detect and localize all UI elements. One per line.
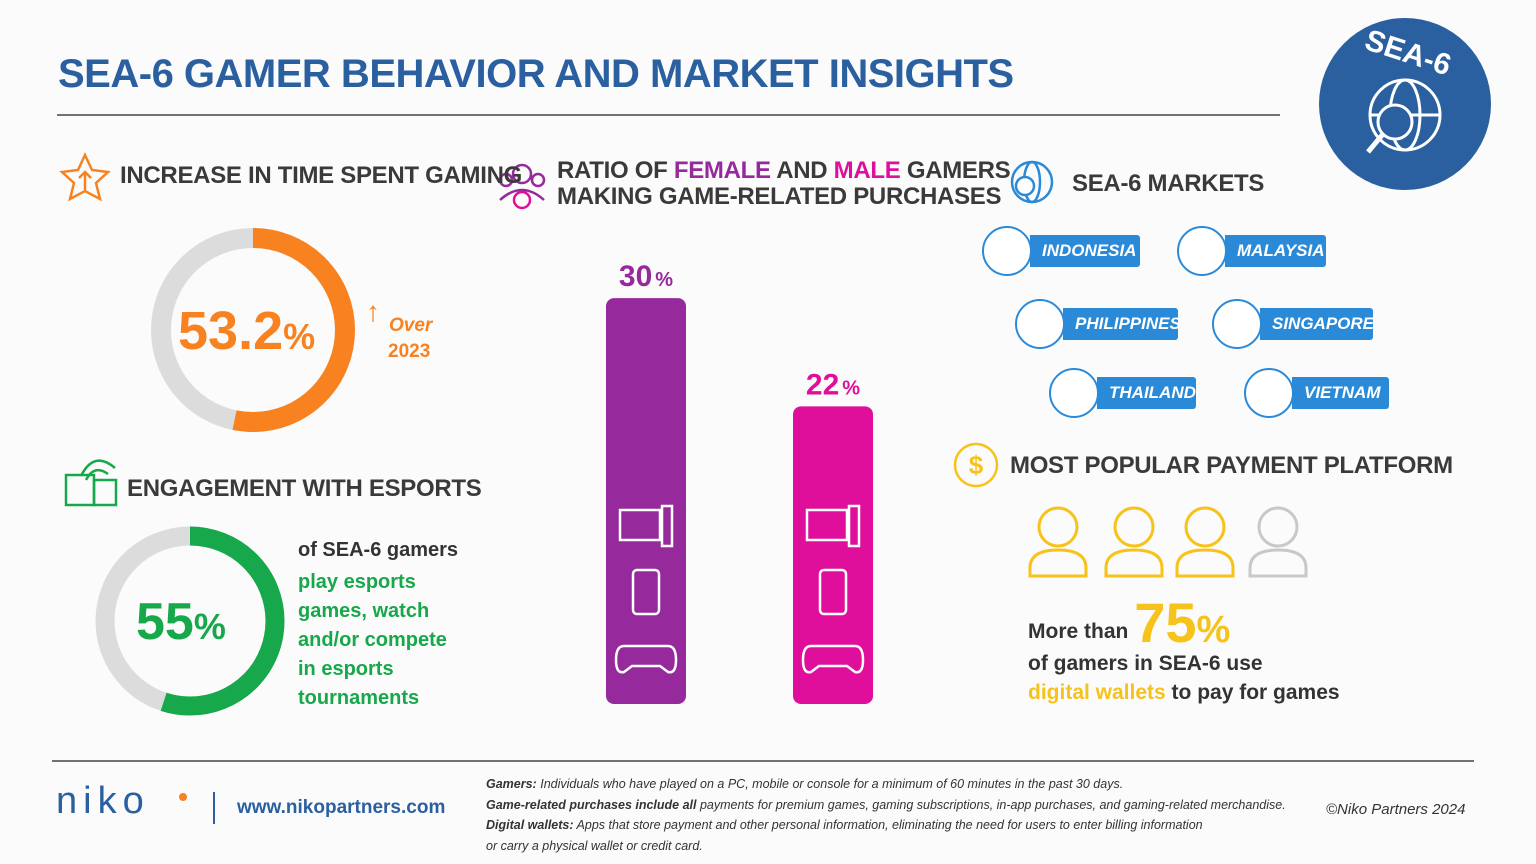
badge-icon (1366, 78, 1442, 154)
footnote-term: Game-related purchases include all (486, 797, 697, 812)
payment-prefix: More than (1028, 620, 1129, 643)
footnote: Gamers: Individuals who have played on a… (486, 774, 1286, 795)
note: Over (389, 315, 433, 336)
payment-people (1028, 506, 1308, 578)
footnote: or carry a physical wallet or credit car… (486, 838, 703, 853)
section-title: INCREASE IN TIME SPENT GAMING (120, 162, 522, 189)
title-part: MAKING GAME-RELATED PURCHASES (557, 183, 1002, 210)
note: 2023 (388, 341, 431, 362)
country-pill: INDONESIA (1030, 235, 1140, 267)
title-male: MALE (833, 157, 901, 184)
country-icon (1049, 368, 1099, 418)
bar (606, 298, 686, 704)
phone-icon (631, 568, 661, 616)
esports-icon (64, 459, 118, 507)
country-icon (1015, 299, 1065, 349)
country-pill: THAILAND (1097, 377, 1196, 409)
footnote-term: Digital wallets: (486, 818, 574, 832)
logo: niko (56, 780, 150, 822)
country-pill: MALAYSIA (1225, 235, 1326, 267)
payment-highlight: digital wallets (1028, 681, 1166, 704)
donut-arc (151, 228, 355, 432)
esports-line: and/or compete (298, 629, 447, 651)
phone-icon (818, 568, 848, 616)
country-icon (1244, 368, 1294, 418)
person-icon (1248, 506, 1308, 578)
section-title: RATIO OF FEMALE AND MALE GAMERS MAKING G… (557, 157, 1011, 210)
donut-arc (95, 526, 285, 716)
controller-icon (801, 644, 865, 674)
payment-text: of gamers in SEA-6 use (1028, 652, 1263, 675)
country-icon (982, 226, 1032, 276)
section-title: SEA-6 MARKETS (1072, 170, 1265, 197)
title-female: FEMALE (673, 157, 771, 184)
title-part: RATIO OF (557, 157, 674, 184)
bar-unit: % (842, 377, 860, 399)
title-part: GAMERS (900, 157, 1011, 184)
person-icon (1104, 506, 1164, 578)
bar-label: 30% (619, 260, 673, 293)
stat-number: 53.2 (178, 301, 284, 361)
footnote-text: payments for premium games, gaming subsc… (699, 797, 1286, 812)
section-title: ENGAGEMENT WITH ESPORTS (127, 475, 482, 502)
bar-value: 22 (806, 368, 839, 401)
person-icon (1028, 506, 1088, 578)
footnote-term: Gamers: (486, 777, 537, 791)
badge-circle (1319, 18, 1491, 190)
payment-suffix: to pay for games (1171, 681, 1340, 704)
country-pill: PHILIPPINES (1063, 308, 1181, 340)
esports-line: in esports (298, 658, 394, 680)
stat-value: 53.2% (178, 300, 315, 362)
pc-icon (618, 508, 662, 542)
footnote: Digital wallets: Apps that store payment… (486, 815, 1286, 836)
stat-unit: % (1196, 609, 1231, 651)
esports-line: games, watch (298, 600, 430, 622)
footnote: Game-related purchases include all payme… (486, 795, 1286, 816)
svg-text:$: $ (969, 450, 984, 480)
title-part: AND (770, 157, 834, 184)
footnote-text: Apps that store payment and other person… (576, 818, 1203, 832)
payment-icon: $ (953, 442, 999, 488)
controller-icon (614, 644, 678, 674)
bar-unit: % (655, 269, 673, 291)
stat-number: 75 (1134, 591, 1197, 654)
device-icons (801, 504, 865, 674)
purchase-icon (498, 163, 546, 210)
footer-url: www.nikopartners.com (237, 797, 446, 818)
esports-line: play esports (298, 571, 416, 593)
copyright: ©Niko Partners 2024 (1326, 801, 1466, 818)
stat-value: 55% (136, 592, 226, 652)
markets-icon (1010, 160, 1054, 204)
bar-value: 30 (619, 260, 652, 293)
esports-text: of SEA-6 gamers (298, 539, 459, 561)
bar (793, 406, 873, 704)
payment-text: digital wallets to pay for games (1028, 681, 1340, 705)
country-pill: VIETNAM (1292, 377, 1389, 409)
bar-label: 22% (806, 368, 860, 401)
pc-icon (805, 508, 849, 542)
page-title: SEA-6 GAMER BEHAVIOR AND MARKET INSIGHTS (58, 52, 1014, 96)
section-title: MOST POPULAR PAYMENT PLATFORM (1010, 452, 1453, 479)
pc-icon (660, 504, 674, 548)
esports-highlight: play esports games, watch and/or compete in… (298, 568, 447, 713)
country-icon (1177, 226, 1227, 276)
person-icon (1175, 506, 1235, 578)
payment-text: More than 75% (1028, 590, 1230, 655)
footnote-text: Individuals who have played on a PC, mob… (540, 777, 1124, 791)
stat-unit: % (283, 316, 316, 357)
time-icon (59, 152, 111, 202)
stat-number: 55 (136, 593, 194, 651)
logo-dot (179, 793, 187, 801)
country-pill: SINGAPORE (1260, 308, 1374, 340)
pc-icon (847, 504, 861, 548)
arrow: ↑ (366, 296, 380, 327)
stat-unit: % (193, 606, 226, 647)
esports-line: tournaments (298, 687, 420, 709)
footnotes: Gamers: Individuals who have played on a… (486, 774, 1286, 856)
country-icon (1212, 299, 1262, 349)
device-icons (614, 504, 678, 674)
